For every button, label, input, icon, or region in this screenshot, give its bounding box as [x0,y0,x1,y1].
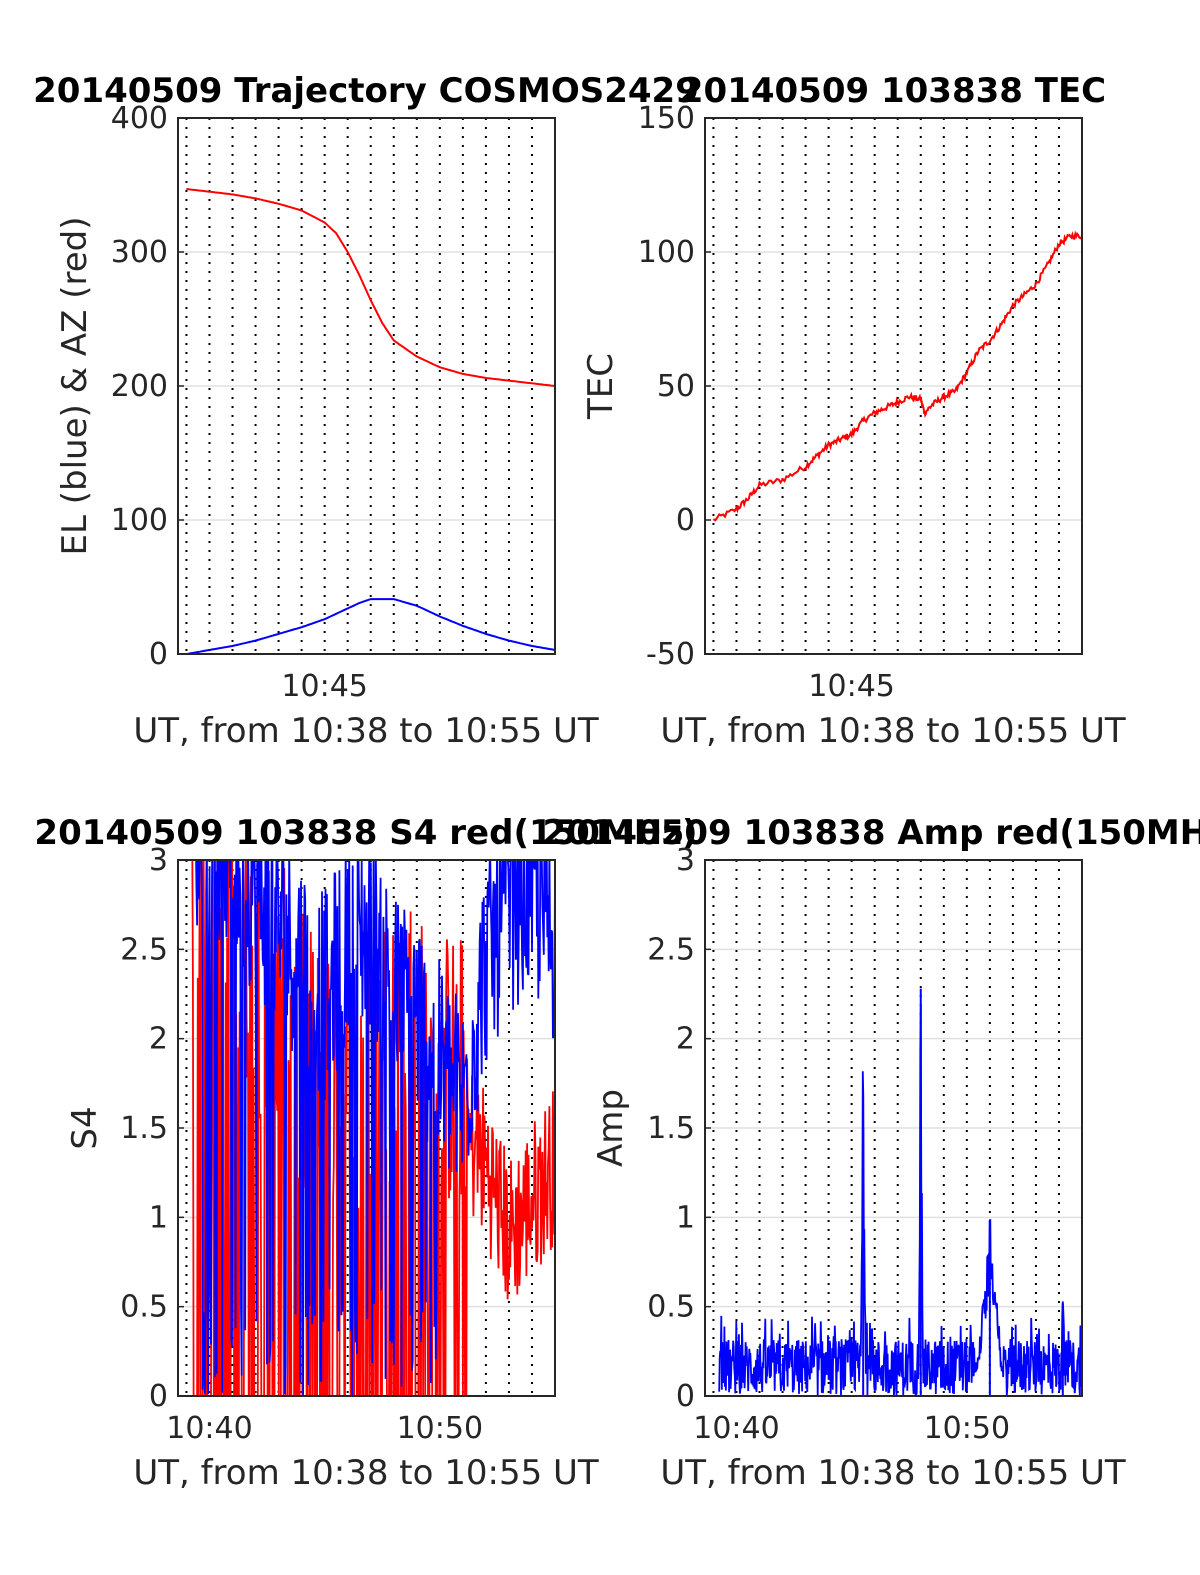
tec-title: 20140509 103838 TEC [680,71,1106,111]
trajectory-panel: 0 100 200 300 400 10:45 20140509 Trajectory C… [33,71,699,751]
s4-ylabel: S4 [65,1106,105,1149]
s4-ytick-label: 2.5 [120,932,168,967]
tec-grid [705,118,1082,654]
trajectory-ytick-label: 200 [111,369,168,404]
tec-ytick-label: 100 [638,235,695,270]
s4-ytick-label: 1.5 [120,1111,168,1146]
trajectory-ytick-label: 0 [149,637,168,672]
trajectory-title: 20140509 Trajectory COSMOS2429 [33,71,699,111]
tec-ticks: -50 0 50 100 150 10:45 [638,101,895,704]
s4-ytick-label: 3 [149,843,168,878]
s4-xtick-label: 10:40 [166,1411,252,1446]
tec-ytick-label: 150 [638,101,695,136]
amp-panel: 0 0.5 1 1.5 2 2.5 3 10:40 10:50 20140509 103838 … [542,813,1200,1493]
tec-xtick-label: 10:45 [808,669,894,704]
amp-ytick-label: 0.5 [647,1290,695,1325]
s4-title: 20140509 103838 S4 red(150MHz) [34,813,697,853]
trajectory-ytick-label: 300 [111,235,168,270]
s4-series-line-1 [195,860,555,1396]
amp-xtick-label: 10:40 [693,1411,779,1446]
trajectory-series-line-1 [186,598,556,655]
s4-panel: 0 0.5 1 1.5 2 2.5 3 10:40 10:50 20140509 103838 … [34,813,697,1493]
amp-xlabel: UT, from 10:38 to 10:55 UT [660,1453,1126,1493]
s4-ticks: 0 0.5 1 1.5 2 2.5 3 10:40 10:50 [120,843,483,1446]
s4-ytick-label: 0.5 [120,1290,168,1325]
tec-ytick-label: 50 [657,369,695,404]
s4-xtick-label: 10:50 [397,1411,483,1446]
tec-panel: -50 0 50 100 150 10:45 20140509 103838 TEC UT… [581,71,1126,751]
tec-ytick-label: 0 [676,503,695,538]
trajectory-series [186,188,556,655]
amp-ytick-label: 3 [676,843,695,878]
tec-ytick-label: -50 [646,637,695,672]
s4-ytick-label: 2 [149,1022,168,1057]
trajectory-xtick-label: 10:45 [281,669,367,704]
amp-grid [705,860,1082,1396]
tec-series [712,230,1083,522]
s4-series-line-0 [191,860,555,1396]
amp-ytick-label: 0 [676,1379,695,1414]
amp-series [718,988,1083,1397]
tec-xlabel: UT, from 10:38 to 10:55 UT [660,711,1126,751]
s4-xlabel: UT, from 10:38 to 10:55 UT [133,1453,599,1493]
s4-ytick-label: 0 [149,1379,168,1414]
amp-ylabel: Amp [591,1089,631,1167]
trajectory-series-line-0 [186,188,556,387]
amp-title: 20140509 103838 Amp red(150MHz) [542,813,1200,853]
amp-ticks: 0 0.5 1 1.5 2 2.5 3 10:40 10:50 [647,843,1010,1446]
amp-ytick-label: 2 [676,1022,695,1057]
amp-xtick-label: 10:50 [924,1411,1010,1446]
trajectory-ytick-label: 100 [111,503,168,538]
s4-ytick-label: 1 [149,1200,168,1235]
tec-series-line-0 [712,230,1083,522]
trajectory-grid [178,118,555,654]
amp-ytick-label: 1.5 [647,1111,695,1146]
amp-ytick-label: 1 [676,1200,695,1235]
trajectory-ticks: 0 100 200 300 400 10:45 [111,101,368,704]
amp-ytick-label: 2.5 [647,932,695,967]
trajectory-ytick-label: 400 [111,101,168,136]
amp-series-line-0 [718,1005,1083,1397]
tec-ylabel: TEC [581,353,621,420]
trajectory-xlabel: UT, from 10:38 to 10:55 UT [133,711,599,751]
s4-series [191,860,555,1396]
trajectory-ylabel: EL (blue) & AZ (red) [55,216,95,555]
